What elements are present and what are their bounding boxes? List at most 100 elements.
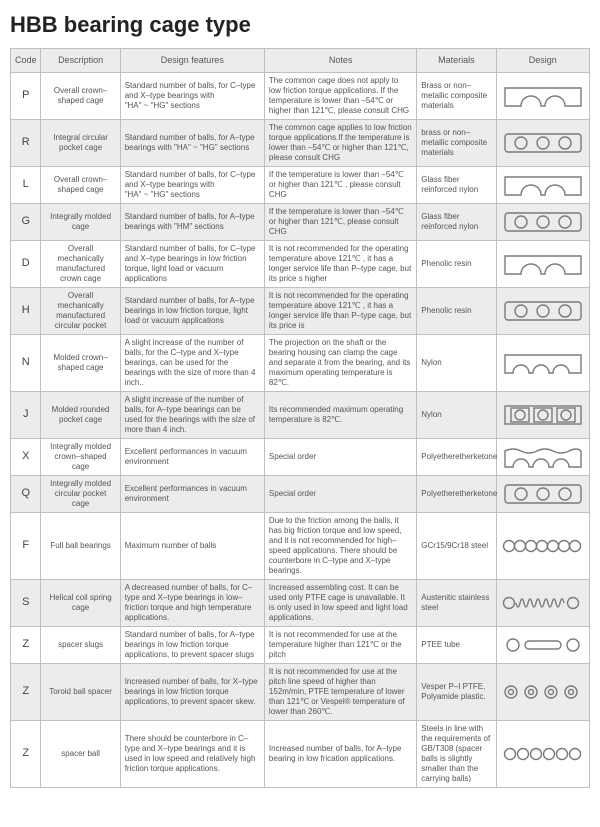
cell-description: Helical coil spring cage [41,580,120,627]
table-row: Zspacer ballThere should be counterbore … [11,721,590,788]
cell-features: There should be counterbore in C–type an… [120,721,264,788]
cell-description: Molded crown–shaped cage [41,335,120,392]
cell-code: Z [11,627,41,664]
cell-materials: Glass fiber reinforced nylon [417,204,496,241]
cell-materials: Polyetheretherketone [417,439,496,476]
cell-description: spacer ball [41,721,120,788]
cell-materials: Phenolic resin [417,241,496,288]
table-row: FFull ball bearingsMaximum number of bal… [11,513,590,580]
cell-features: A decreased number of balls, for C–type … [120,580,264,627]
cell-description: Toroid ball spacer [41,664,120,721]
design-icon [499,595,588,611]
cell-code: F [11,513,41,580]
table-row: NMolded crown–shaped cageA slight increa… [11,335,590,392]
col-notes: Notes [264,49,416,73]
cell-features: Excellent performances in vacuum environ… [120,476,264,513]
cell-materials: PTEE tube [417,627,496,664]
design-icon [499,538,588,554]
cell-features: A slight increase of the number of balls… [120,392,264,439]
cell-design [496,439,590,476]
cell-design [496,392,590,439]
cell-design [496,580,590,627]
cell-design [496,513,590,580]
cell-notes: It is not recommended for the operating … [264,288,416,335]
design-icon [499,636,588,654]
cell-notes: Increased number of balls, for A–type be… [264,721,416,788]
cell-design [496,241,590,288]
cell-description: Overall crown–shaped cage [41,73,120,120]
cell-code: P [11,73,41,120]
cell-description: spacer slugs [41,627,120,664]
page-title: HBB bearing cage type [10,12,590,38]
table-row: XIntegrally molded crown–shaped cageExce… [11,439,590,476]
design-icon [499,403,588,427]
cell-design [496,167,590,204]
table-row: POverall crown–shaped cageStandard numbe… [11,73,590,120]
cell-materials: Nylon [417,392,496,439]
cell-features: Standard number of balls, for C–type and… [120,167,264,204]
table-row: SHelical coil spring cageA decreased num… [11,580,590,627]
cell-code: N [11,335,41,392]
cell-features: Standard number of balls, for A–type bea… [120,288,264,335]
cell-design [496,73,590,120]
cell-notes: It is not recommended for use at the pit… [264,664,416,721]
cell-materials: Nylon [417,335,496,392]
cell-notes: Its recommended maximum operating temper… [264,392,416,439]
cell-description: Overall crown–shaped cage [41,167,120,204]
cell-code: Z [11,664,41,721]
design-icon [499,210,588,234]
cell-notes: Special order [264,476,416,513]
col-code: Code [11,49,41,73]
cell-materials: Brass or non–metallic composite material… [417,73,496,120]
cell-design [496,288,590,335]
cell-materials: Vesper P–I PTFE, Polyamide plastic. [417,664,496,721]
cell-code: G [11,204,41,241]
cell-description: Full ball bearings [41,513,120,580]
cell-notes: Increased assembling cost. It can be use… [264,580,416,627]
cell-features: Increased number of balls, for X–type be… [120,664,264,721]
cell-description: Molded rounded pocket cage [41,392,120,439]
design-icon [499,683,588,701]
design-icon [499,173,588,197]
design-icon [499,299,588,323]
design-icon [499,482,588,506]
table-row: Zspacer slugsStandard number of balls, f… [11,627,590,664]
cell-description: Integrally molded crown–shaped cage [41,439,120,476]
cell-code: R [11,120,41,167]
cell-materials: brass or non–metallic composite material… [417,120,496,167]
table-row: GIntegrally molded cageStandard number o… [11,204,590,241]
cell-description: Integral circular pocket cage [41,120,120,167]
cell-design [496,120,590,167]
cell-features: Standard number of balls, for A–type bea… [120,204,264,241]
col-description: Description [41,49,120,73]
cell-notes: If the temperature is lower than –54℃ or… [264,204,416,241]
cell-materials: Glass fiber reinforced nylon [417,167,496,204]
cell-features: Standard number of balls, for C–type and… [120,73,264,120]
cell-code: L [11,167,41,204]
cell-materials: Steels in line with the requirements of … [417,721,496,788]
cell-description: Overall mechanically manufactured crown … [41,241,120,288]
cell-notes: It is not recommended for the operating … [264,241,416,288]
bearing-cage-table: Code Description Design features Notes M… [10,48,590,788]
cell-code: J [11,392,41,439]
table-row: JMolded rounded pocket cageA slight incr… [11,392,590,439]
cell-code: Q [11,476,41,513]
cell-features: Standard number of balls, for A–type bea… [120,120,264,167]
cell-notes: The common cage applies to low friction … [264,120,416,167]
cell-design [496,476,590,513]
cell-materials: Polyetheretherketone [417,476,496,513]
table-row: DOverall mechanically manufactured crown… [11,241,590,288]
cell-design [496,335,590,392]
cell-design [496,204,590,241]
design-icon [499,351,588,375]
cell-materials: GCr15/9Cr18 steel [417,513,496,580]
cell-features: Standard number of balls, for A–type bea… [120,627,264,664]
design-icon [499,131,588,155]
design-icon [499,84,588,108]
design-icon [499,746,588,762]
cell-notes: The common cage does not apply to low fr… [264,73,416,120]
cell-design [496,721,590,788]
table-header-row: Code Description Design features Notes M… [11,49,590,73]
cell-notes: It is not recommended for use at the tem… [264,627,416,664]
design-icon [499,252,588,276]
